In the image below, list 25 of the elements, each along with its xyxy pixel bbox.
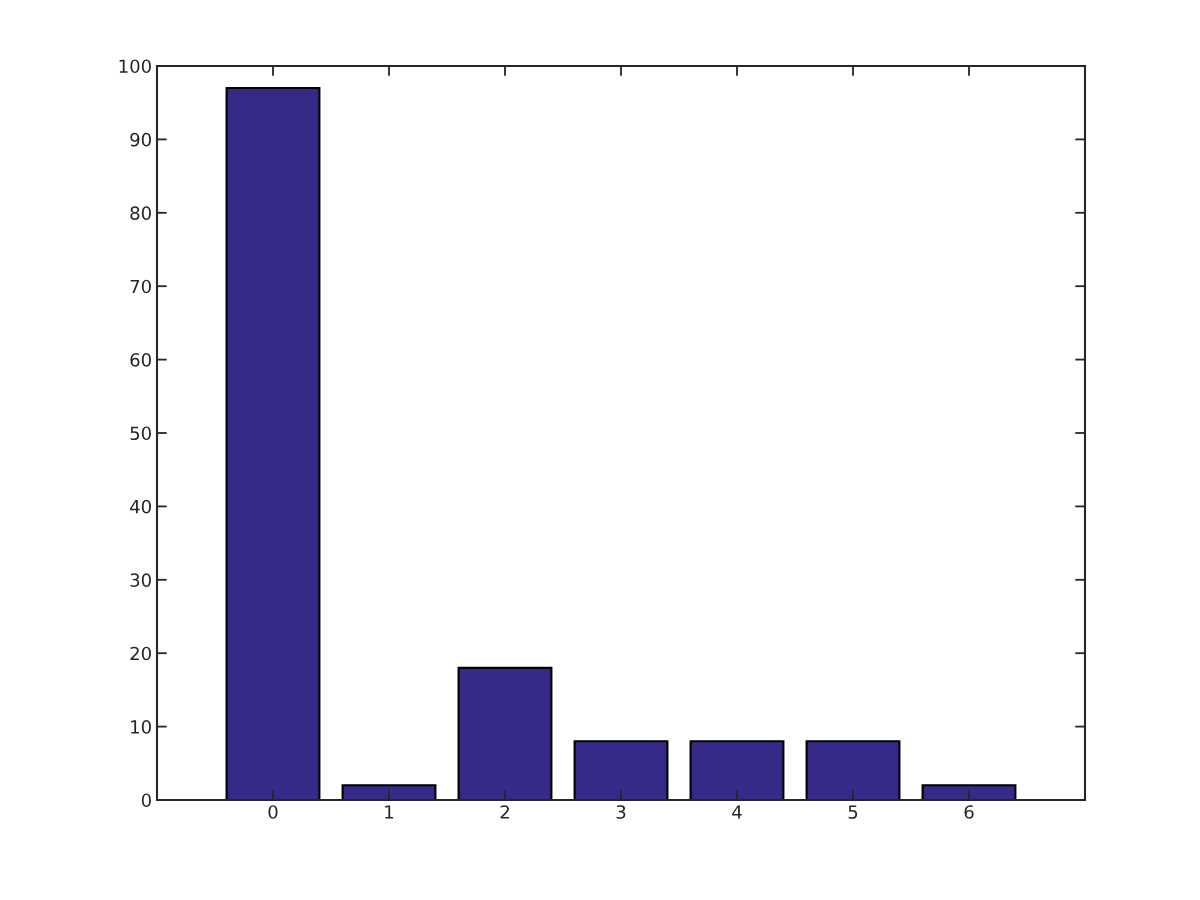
y-tick-label: 60 [130, 353, 151, 367]
bar [457, 666, 553, 800]
x-tick-label: 5 [848, 805, 858, 819]
bar [225, 86, 321, 800]
y-tick-label: 40 [130, 499, 151, 514]
bar [573, 740, 669, 800]
y-tick-label: 30 [130, 573, 151, 587]
y-tick-label: 50 [130, 426, 151, 441]
x-tick-label: 2 [500, 805, 509, 819]
x-tick-label: 0 [268, 805, 278, 819]
bar [805, 740, 901, 800]
y-tick-label: 80 [130, 206, 151, 220]
bar [341, 784, 437, 800]
x-tick-label: 3 [616, 805, 626, 819]
bar [689, 740, 785, 800]
bar [921, 784, 1017, 800]
x-tick-label: 1 [385, 805, 394, 819]
y-tick-label: 90 [130, 132, 151, 147]
x-tick-label: 6 [964, 805, 974, 819]
x-tick-label: 4 [732, 805, 742, 819]
y-tick-label: 0 [141, 793, 151, 808]
y-tick-label: 100 [119, 59, 151, 74]
y-tick-label: 70 [130, 279, 151, 294]
y-tick-label: 10 [131, 720, 151, 734]
y-tick-label: 20 [130, 646, 151, 661]
